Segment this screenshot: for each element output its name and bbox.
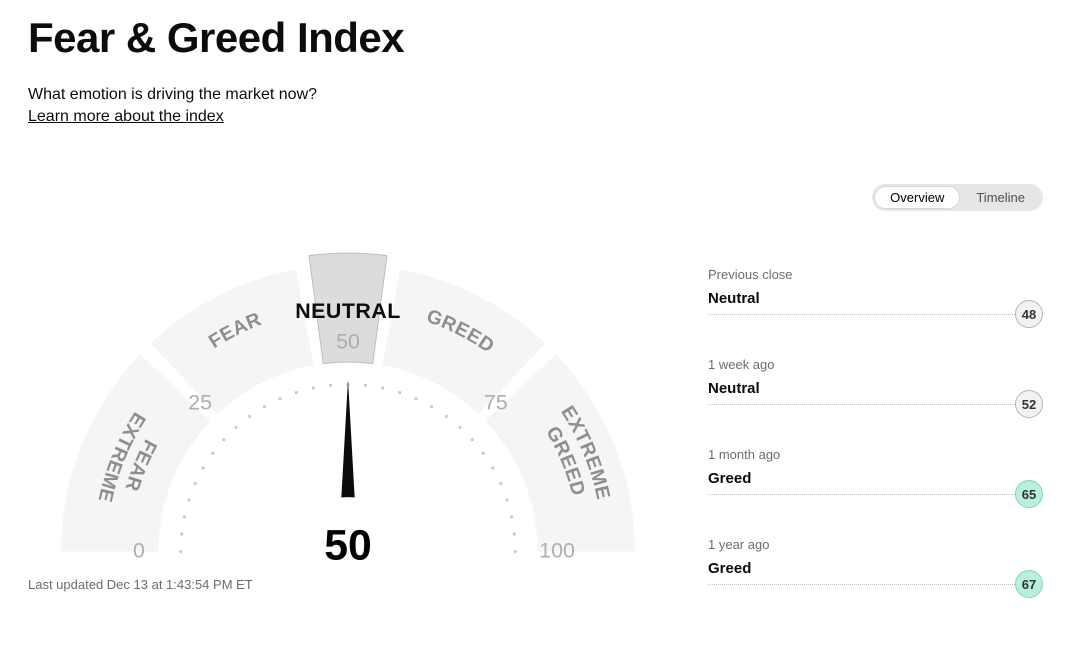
gauge-dot [295,391,298,394]
gauge-dot [510,515,513,518]
gauge-dot [248,415,251,418]
gauge-dot [235,426,238,429]
gauge-dot [364,384,367,387]
gauge-dot [194,482,197,485]
gauge-dot [329,384,332,387]
gauge-dot [505,498,508,501]
history-label: Previous close [708,267,1043,282]
history-item: 1 month agoGreed65 [708,447,1043,495]
history-value-badge: 52 [1015,390,1043,418]
gauge-dot [312,386,315,389]
history-value-badge: 65 [1015,480,1043,508]
gauge-tick-label: 75 [484,391,508,415]
gauge-dot [398,391,401,394]
history-item: 1 week agoNeutral52 [708,357,1043,405]
tab-overview[interactable]: Overview [874,186,960,209]
history-state: Neutral [708,381,764,396]
history-label: 1 week ago [708,357,1043,372]
gauge-dot [381,386,384,389]
view-tabs: OverviewTimeline [872,184,1043,211]
history-list: Previous close Neutral 48 1 week ago Neutral… [708,221,1043,627]
gauge-tick-label: 50 [336,329,360,353]
gauge-dot [514,550,517,553]
gauge-dot [499,482,502,485]
last-updated: Last updated Dec 13 at 1:43:54 PM ET [28,577,668,592]
history-label: 1 year ago [708,537,1043,552]
gauge-dot [202,466,205,469]
gauge-tick-label: 25 [188,391,212,415]
fear-greed-gauge: 0255075100EXTREMEFEARFEARNEUTRALGREEDEXT… [28,221,668,571]
history-state: Greed [708,561,755,576]
gauge-dot [211,452,214,455]
gauge-dot [222,438,225,441]
history-state: Greed [708,471,755,486]
page-title: Fear & Greed Index [28,14,1043,62]
history-item: Previous closeNeutral48 [708,267,1043,315]
gauge-dot [183,515,186,518]
tab-timeline[interactable]: Timeline [960,186,1041,209]
gauge-dot [278,397,281,400]
gauge-dot [263,405,266,408]
gauge-tick-label: 100 [539,538,575,562]
history-label: 1 month ago [708,447,1043,462]
subtitle: What emotion is driving the market now? [28,86,1043,104]
gauge-dot [513,533,516,536]
gauge-dot [445,415,448,418]
history-item: 1 year agoGreed67 [708,537,1043,585]
history-value-badge: 67 [1015,570,1043,598]
gauge-dot [430,405,433,408]
gauge-tick-label: 0 [133,538,145,562]
gauge-dot [482,452,485,455]
gauge-dot [180,533,183,536]
gauge-dot [458,426,461,429]
history-value-badge: 48 [1015,300,1043,328]
gauge-dot [414,397,417,400]
gauge-dot [491,466,494,469]
gauge-dot [179,550,182,553]
history-state: Neutral [708,291,764,306]
gauge-value: 50 [324,521,372,569]
gauge-dot [471,438,474,441]
gauge-segment-label: NEUTRAL [295,299,401,323]
gauge-dot [187,498,190,501]
learn-more-link[interactable]: Learn more about the index [28,108,224,126]
